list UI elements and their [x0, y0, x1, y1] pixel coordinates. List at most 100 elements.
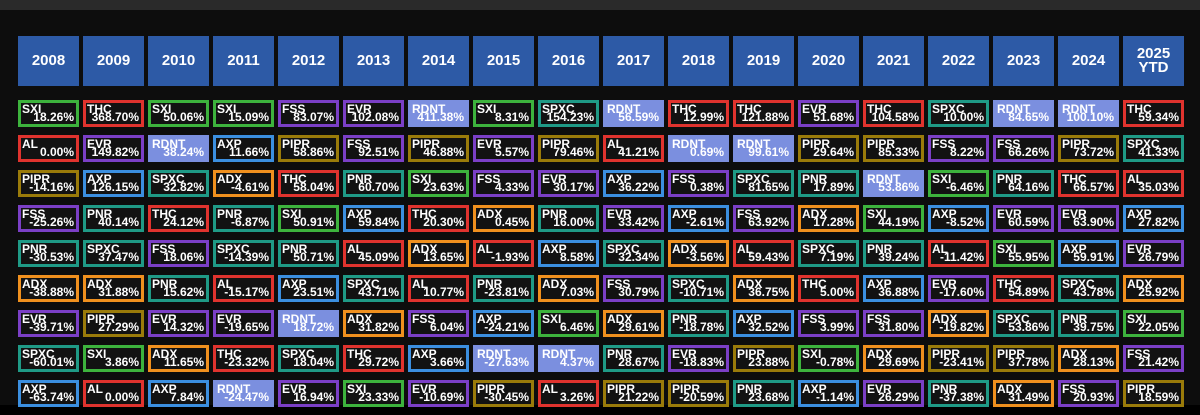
- ticker-symbol: ADX: [347, 312, 373, 326]
- ticker-cell: FSS 6.04%: [408, 310, 469, 337]
- ticker-return: 20.30%: [423, 215, 464, 229]
- ticker-symbol: AXP: [347, 207, 372, 221]
- ticker-cell: PIPR 29.64%: [798, 135, 859, 162]
- ticker-symbol: PIPR: [607, 382, 636, 396]
- year-header: 2010: [148, 36, 209, 86]
- ticker-symbol: SPXC: [87, 242, 120, 256]
- ticker-cell: AXP 59.84%: [343, 205, 404, 232]
- ticker-return: 11.66%: [228, 145, 269, 159]
- ticker-cell: PNR 50.71%: [278, 240, 339, 267]
- annual-returns-grid: 2008 2009 2010 2011 2012 2013 2014 2015 2016 2017…: [18, 36, 1184, 415]
- ticker-symbol: AXP: [152, 382, 177, 396]
- year-header: 2017: [603, 36, 664, 86]
- ticker-symbol: SPXC: [22, 347, 55, 361]
- ticker-cell: FSS 83.07%: [278, 100, 339, 127]
- header-gap: [668, 86, 729, 100]
- ticker-return: 0.00%: [104, 390, 139, 404]
- ticker-cell: AXP 11.66%: [213, 135, 274, 162]
- ticker-symbol: PNR: [802, 172, 828, 186]
- ticker-return: -24.21%: [484, 320, 529, 334]
- ticker-return: 13.65%: [423, 250, 464, 264]
- ticker-cell: FSS 3.99%: [798, 310, 859, 337]
- ticker-cell: SPXC 7.19%: [798, 240, 859, 267]
- ticker-symbol: SXI: [997, 242, 1017, 256]
- ticker-return: 31.49%: [1008, 390, 1049, 404]
- ticker-symbol: ADX: [997, 382, 1023, 396]
- ticker-symbol: FSS: [932, 137, 956, 151]
- ticker-symbol: PIPR: [412, 137, 441, 151]
- year-header: 2019: [733, 36, 794, 86]
- ticker-return: 8.58%: [559, 250, 594, 264]
- ticker-symbol: FSS: [477, 172, 501, 186]
- header-gap: [473, 86, 534, 100]
- ticker-return: 99.61%: [748, 145, 789, 159]
- ticker-return: 45.09%: [358, 250, 399, 264]
- ticker-return: -38.88%: [29, 285, 74, 299]
- ticker-symbol: AL: [217, 277, 233, 291]
- ticker-symbol: PNR: [607, 347, 633, 361]
- ticker-return: 59.34%: [1138, 110, 1179, 124]
- ticker-cell: EVR 63.90%: [1058, 205, 1119, 232]
- ticker-symbol: THC: [997, 277, 1022, 291]
- ticker-symbol: EVR: [152, 312, 177, 326]
- ticker-symbol: PNR: [867, 242, 893, 256]
- ticker-return: 84.65%: [1008, 110, 1049, 124]
- ticker-return: 5.57%: [494, 145, 529, 159]
- ticker-return: 21.22%: [618, 390, 659, 404]
- ticker-symbol: PNR: [542, 207, 568, 221]
- ticker-return: 0.38%: [689, 180, 724, 194]
- header-gap: [343, 86, 404, 100]
- ticker-symbol: THC: [672, 102, 697, 116]
- year-header: 2011: [213, 36, 274, 86]
- ticker-symbol: RDNT: [867, 172, 901, 186]
- header-gap: [928, 86, 989, 100]
- ticker-symbol: EVR: [22, 312, 47, 326]
- ticker-cell: ADX 13.65%: [408, 240, 469, 267]
- ticker-cell: EVR -10.69%: [408, 380, 469, 407]
- ticker-symbol: ADX: [217, 172, 243, 186]
- ticker-cell: SPXC 43.78%: [1058, 275, 1119, 302]
- ticker-return: 43.78%: [1073, 285, 1114, 299]
- ticker-return: -24.47%: [224, 390, 269, 404]
- ticker-return: 73.72%: [1073, 145, 1114, 159]
- ticker-return: 17.28%: [813, 215, 854, 229]
- ticker-symbol: ADX: [412, 242, 438, 256]
- ticker-return: 18.59%: [1138, 390, 1179, 404]
- ticker-return: -11.42%: [939, 250, 984, 264]
- ticker-cell: RDNT 4.37%: [538, 345, 599, 372]
- ticker-return: 44.19%: [878, 215, 919, 229]
- ticker-return: 41.33%: [1138, 145, 1179, 159]
- ticker-cell: THC 12.99%: [668, 100, 729, 127]
- year-header: 2016: [538, 36, 599, 86]
- ticker-symbol: AL: [932, 242, 948, 256]
- ticker-return: 32.34%: [618, 250, 659, 264]
- year-header: 2009: [83, 36, 144, 86]
- ticker-symbol: AXP: [802, 382, 827, 396]
- ticker-cell: AL 0.00%: [83, 380, 144, 407]
- ticker-cell: PNR 39.75%: [1058, 310, 1119, 337]
- ticker-return: -39.71%: [29, 320, 74, 334]
- ticker-return: 102.08%: [351, 110, 399, 124]
- ticker-return: 100.10%: [1066, 110, 1114, 124]
- ticker-symbol: AXP: [867, 277, 892, 291]
- ticker-return: 41.21%: [618, 145, 659, 159]
- ticker-return: 411.38%: [417, 110, 464, 124]
- ticker-cell: PIPR 23.88%: [733, 345, 794, 372]
- header-gap: [83, 86, 144, 100]
- ticker-symbol: EVR: [932, 277, 957, 291]
- header-gap: [1058, 86, 1119, 100]
- ticker-return: -19.65%: [224, 320, 269, 334]
- ticker-symbol: RDNT: [542, 347, 576, 361]
- ticker-cell: AXP 7.84%: [148, 380, 209, 407]
- ticker-symbol: SXI: [867, 207, 887, 221]
- ticker-symbol: THC: [152, 207, 177, 221]
- ticker-cell: THC 24.12%: [148, 205, 209, 232]
- ticker-return: 30.79%: [618, 285, 659, 299]
- ticker-cell: PNR 39.24%: [863, 240, 924, 267]
- ticker-cell: FSS 4.33%: [473, 170, 534, 197]
- ticker-cell: EVR 5.57%: [473, 135, 534, 162]
- ticker-return: 60.59%: [1008, 215, 1049, 229]
- ticker-return: 22.05%: [1138, 320, 1179, 334]
- ticker-symbol: FSS: [282, 102, 306, 116]
- ticker-cell: FSS 30.79%: [603, 275, 664, 302]
